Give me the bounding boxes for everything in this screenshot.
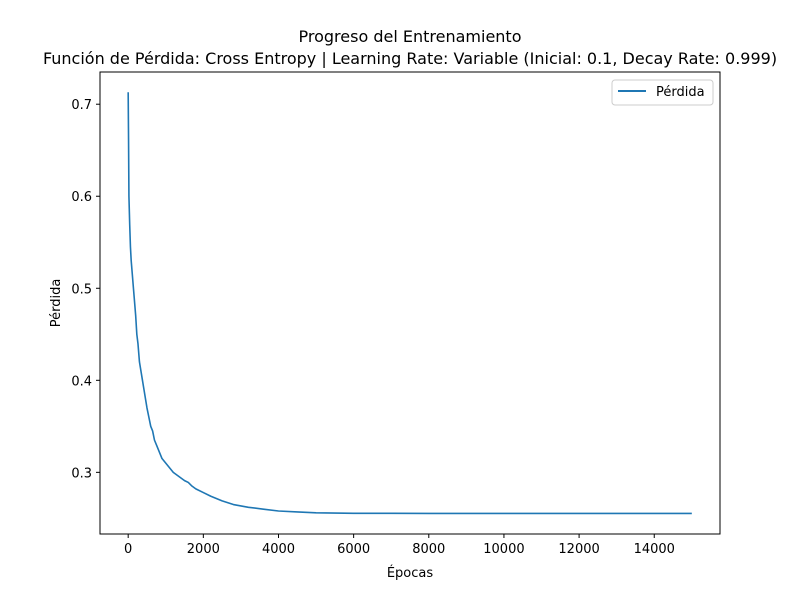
series-line-perdida [127, 92, 692, 515]
y-tick-label: 0.6 [71, 190, 92, 205]
y-axis-label: Pérdida [49, 279, 64, 328]
x-axis-label: Épocas [387, 565, 434, 581]
axes-frame [99, 71, 721, 535]
y-tick-label: 0.3 [71, 466, 92, 481]
legend-box [611, 79, 714, 106]
y-tick-label: 0.5 [71, 282, 92, 297]
x-tick-label: 10000 [483, 542, 524, 557]
y-tick-label: 0.7 [71, 98, 92, 113]
x-tick-label: 0 [124, 542, 132, 557]
y-tick-label: 0.4 [71, 374, 92, 389]
x-tick-label: 4000 [262, 542, 295, 557]
x-tick-label: 12000 [558, 542, 599, 557]
x-tick-label: 6000 [337, 542, 370, 557]
x-tick-label: 14000 [634, 542, 675, 557]
x-tick-label: 2000 [187, 542, 220, 557]
chart-title: Progreso del Entrenamiento [299, 27, 522, 46]
legend-entry-perdida: Pérdida [656, 85, 705, 100]
chart-subtitle: Función de Pérdida: Cross Entropy | Lear… [43, 49, 777, 68]
plot-area [127, 92, 692, 515]
x-tick-label: 8000 [412, 542, 445, 557]
legend: Pérdida [611, 79, 714, 106]
